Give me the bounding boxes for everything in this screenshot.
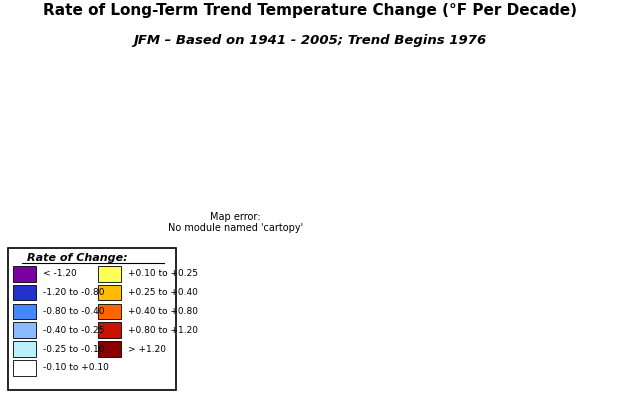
Text: -0.40 to -0.25: -0.40 to -0.25 (43, 326, 104, 335)
Text: < -1.20: < -1.20 (43, 269, 76, 278)
Bar (98, 266, 121, 282)
Text: +0.80 to +1.20: +0.80 to +1.20 (128, 326, 198, 335)
Bar (98, 304, 121, 319)
Text: +0.25 to +0.40: +0.25 to +0.40 (128, 288, 198, 297)
Text: +0.10 to +0.25: +0.10 to +0.25 (128, 269, 198, 278)
Bar (98, 285, 121, 300)
Text: Rate of Long-Term Trend Temperature Change (°F Per Decade): Rate of Long-Term Trend Temperature Chan… (43, 3, 577, 18)
Bar (13, 322, 36, 338)
Bar (13, 266, 36, 282)
Text: Map error:
No module named 'cartopy': Map error: No module named 'cartopy' (168, 212, 303, 233)
Bar (13, 285, 36, 300)
Bar (98, 341, 121, 357)
Text: +0.40 to +0.80: +0.40 to +0.80 (128, 307, 198, 316)
Bar (13, 304, 36, 319)
Text: -0.80 to -0.40: -0.80 to -0.40 (43, 307, 104, 316)
Text: -0.10 to +0.10: -0.10 to +0.10 (43, 363, 108, 373)
Text: Rate of Change:: Rate of Change: (27, 253, 128, 263)
Bar (98, 322, 121, 338)
Text: > +1.20: > +1.20 (128, 344, 166, 353)
Text: -0.25 to -0.10: -0.25 to -0.10 (43, 344, 104, 353)
Bar (13, 360, 36, 375)
Text: -1.20 to -0.80: -1.20 to -0.80 (43, 288, 104, 297)
Text: JFM – Based on 1941 - 2005; Trend Begins 1976: JFM – Based on 1941 - 2005; Trend Begins… (133, 33, 487, 47)
Bar (13, 341, 36, 357)
